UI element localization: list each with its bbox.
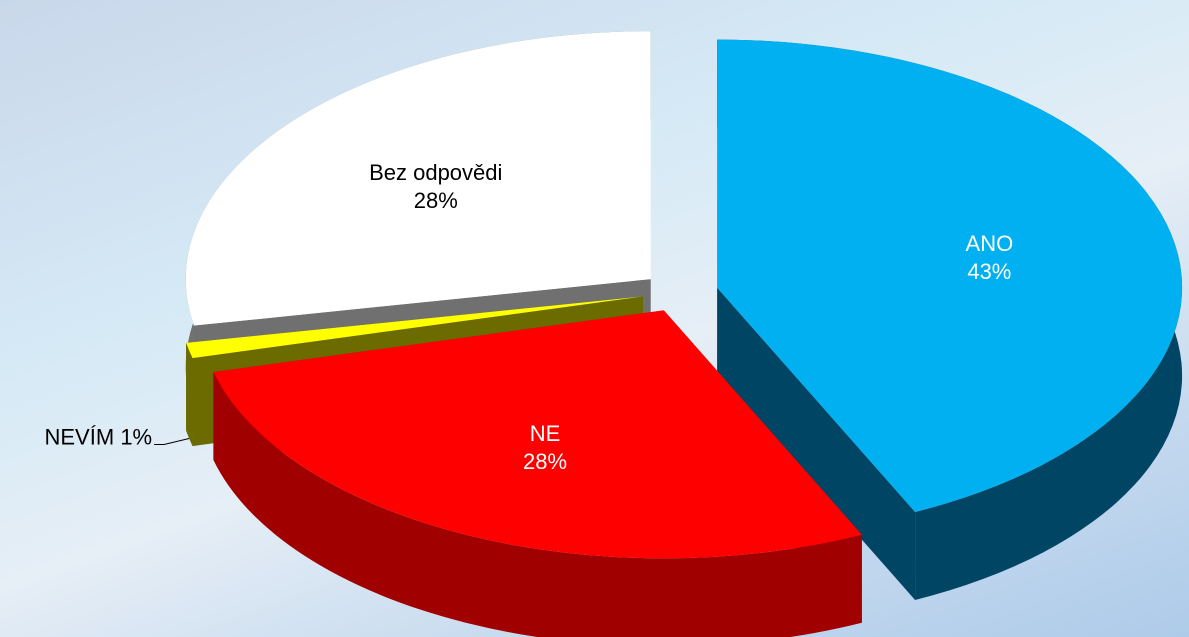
- label-name: NE: [530, 421, 561, 446]
- label-value: 43%: [967, 259, 1011, 284]
- outer-wall: [213, 372, 862, 637]
- label-name: NEVÍM: [45, 425, 115, 450]
- data-label: ANO 43%: [966, 231, 1014, 284]
- label-value: 1%: [120, 425, 152, 450]
- outer-wall: [186, 342, 193, 447]
- data-label: Bez odpovědi 28%: [369, 160, 502, 213]
- label-value: 28%: [523, 449, 567, 474]
- label-name: Bez odpovědi: [369, 160, 502, 185]
- label-value: 28%: [414, 188, 458, 213]
- data-label: NE 28%: [523, 421, 567, 474]
- slice: [186, 296, 643, 359]
- leader-line: [154, 438, 190, 446]
- radial-wall: [717, 287, 916, 600]
- slice: [717, 39, 1183, 512]
- slice: [185, 31, 651, 326]
- data-label: NEVÍM 1%: [45, 425, 153, 450]
- slice: [213, 310, 862, 559]
- label-name: ANO: [966, 231, 1014, 256]
